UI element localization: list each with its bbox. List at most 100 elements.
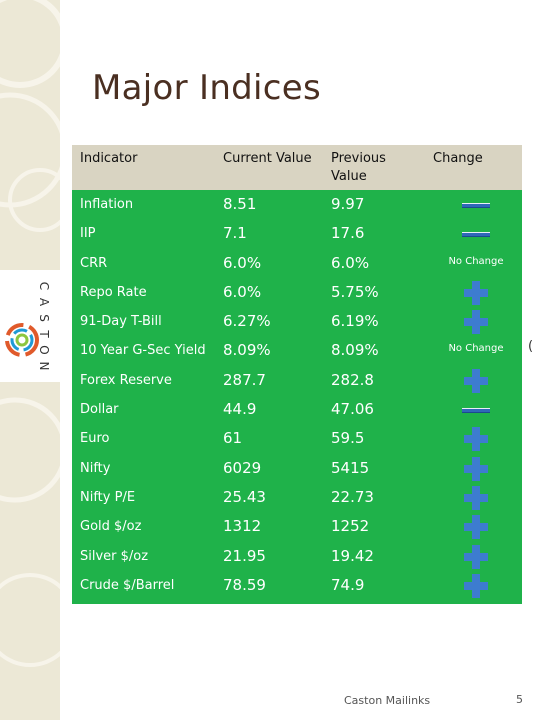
current-value: 287.7 [223,370,266,389]
current-value: 7.1 [223,224,247,243]
current-value: 44.9 [223,400,257,419]
plus-icon [464,456,488,481]
logo-swirl-icon [5,323,39,357]
logo-letter: A [37,297,51,307]
decorative-circles-lower [0,397,60,667]
indices-table: Indicator Current Value Previous Value C… [72,145,522,605]
table-row: Dollar 44.9 47.06 [72,395,522,424]
plus-icon [464,573,488,598]
table-row: CRR 6.0% 6.0% No Change [72,249,522,278]
change-cell [432,424,520,453]
header-change: Change [433,151,483,166]
table-row: Nifty P/E 25.43 22.73 [72,483,522,512]
current-value: 8.51 [223,195,257,213]
indicator-name: 10 Year G-Sec Yield [80,343,206,359]
logo-letter: O [37,345,51,355]
table-row: Crude $/Barrel 78.59 74.9 [72,571,522,600]
table-row: 10 Year G-Sec Yield 8.09% 8.09% No Change [72,336,522,365]
indicator-name: Nifty [80,460,111,476]
minus-icon [462,232,490,238]
plus-icon [464,310,488,335]
caston-logo [0,270,60,382]
previous-value: 8.09% [331,341,379,360]
indicator-name: IIP [80,226,96,242]
plus-icon [464,280,488,305]
logo-letter: S [37,314,51,322]
previous-value: 22.73 [331,487,374,506]
table-row: Euro 61 59.5 [72,424,522,453]
previous-value: 9.97 [331,195,365,213]
current-value: 6.27% [223,312,271,331]
previous-value: 5.75% [331,282,379,301]
change-cell [432,542,520,571]
header-indicator: Indicator [80,151,138,166]
change-cell [432,190,520,219]
current-value: 61 [223,429,243,448]
indicator-name: Crude $/Barrel [80,577,175,593]
indicator-name: Silver $/oz [80,548,149,564]
change-cell [432,454,520,483]
table-row: IIP 7.1 17.6 [72,219,522,248]
no-change-label: No Change [448,343,504,355]
plus-icon [464,515,488,540]
indicator-name: Nifty P/E [80,489,136,505]
previous-value: 6.19% [331,312,379,331]
change-cell [432,395,520,424]
previous-value: 282.8 [331,370,374,389]
logo-letter: N [37,361,51,371]
indicator-name: CRR [80,255,108,271]
current-value: 21.95 [223,546,266,565]
current-value: 8.09% [223,341,271,360]
table-row: Inflation 8.51 9.97 [72,190,522,219]
page-title: Major Indices [92,68,322,108]
page-number: 5 [516,693,523,706]
logo-letter: T [37,330,51,338]
header-previous-line2: Value [331,169,367,184]
table-row: Gold $/oz 1312 1252 [72,512,522,541]
plus-icon [464,368,488,393]
change-cell [432,366,520,395]
table-row: Repo Rate 6.0% 5.75% [72,278,522,307]
header-previous-value: Previous Value [331,150,386,186]
current-value: 25.43 [223,487,266,506]
previous-value: 74.9 [331,575,365,594]
change-cell [432,219,520,248]
table-body: Inflation 8.51 9.97 IIP 7.1 17.6 CRR 6.0% 6.0% No… [72,190,522,605]
indicator-name: Inflation [80,197,134,212]
table-row: Silver $/oz 21.95 19.42 [72,542,522,571]
previous-value: 5415 [331,458,370,477]
previous-value: 59.5 [331,429,365,448]
current-value: 6.0% [223,282,262,301]
current-value: 6029 [223,458,262,477]
minus-icon [462,203,490,208]
table-header: Indicator Current Value Previous Value C… [72,145,522,190]
no-change-label: No Change [448,255,504,267]
decorative-circles [0,0,60,232]
footer-company: Caston Mailinks [344,694,431,707]
current-value: 78.59 [223,575,266,594]
indicator-name: Gold $/oz [80,519,142,535]
change-cell [432,512,520,541]
header-previous-line1: Previous [331,151,386,166]
header-current-value: Current Value [223,151,312,166]
minus-icon [462,408,490,414]
change-cell: No Change [432,249,520,278]
previous-value: 1252 [331,517,370,536]
indicator-name: Forex Reserve [80,372,172,388]
plus-icon [464,544,488,569]
table-row: 91-Day T-Bill 6.27% 6.19% [72,307,522,336]
indicator-name: Dollar [80,402,119,418]
change-cell [432,483,520,512]
previous-value: 6.0% [331,253,370,272]
previous-value: 17.6 [331,224,365,243]
current-value: 1312 [223,517,262,536]
change-cell [432,278,520,307]
change-cell [432,571,520,600]
plus-icon [464,427,488,452]
indicator-name: Repo Rate [80,284,147,300]
indicator-name: 91-Day T-Bill [80,314,162,330]
current-value: 6.0% [223,253,262,272]
previous-value: 19.42 [331,546,374,565]
change-cell: No Change [432,336,520,365]
